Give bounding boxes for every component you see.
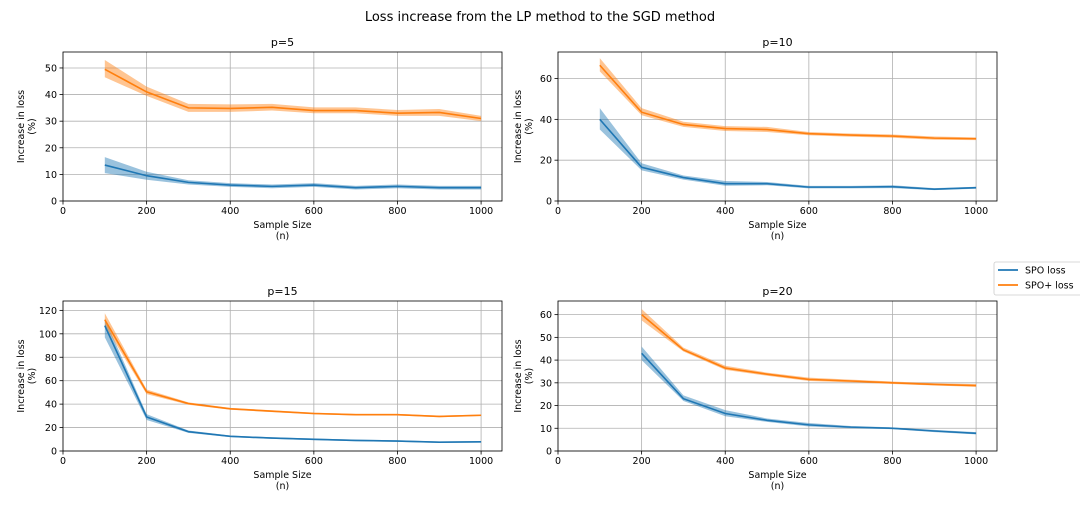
grid-lines [557,52,997,202]
y-tick-label: 30 [540,378,552,389]
y-tick-label: 120 [39,306,57,317]
x-tick-label: 1000 [469,206,493,217]
y-tick-label: 80 [45,353,57,364]
x-tick-label: 0 [60,206,66,217]
y-axis-label: (%) [524,118,535,134]
x-axis-label: (n) [276,481,289,492]
confidence-band [104,157,482,190]
y-tick-label: 100 [39,329,57,340]
y-axis-label: Increase in loss [16,90,27,163]
x-tick-label: 200 [138,456,156,467]
x-axis-label: (n) [276,231,289,242]
x-tick-label: 600 [305,206,323,217]
confidence-band [104,59,482,122]
x-tick-label: 800 [883,456,901,467]
y-axis-label: Increase in loss [513,90,524,163]
subplot-title: p=5 [271,36,294,49]
x-axis-label: Sample Size [253,220,311,231]
y-tick-label: 0 [546,447,552,458]
confidence-band [104,313,482,418]
subplot-title: p=20 [762,285,792,298]
x-axis-label: (n) [771,231,784,242]
subplot-p5: 0 200 400 600 800 1000 0 10 20 30 40 50 p=5 Sample Si… [16,36,503,242]
x-tick-label: 600 [800,456,818,467]
y-tick-label: 50 [540,333,552,344]
x-tick-label: 400 [716,456,734,467]
plot-frame [557,300,998,452]
x-tick-label: 400 [716,206,734,217]
plot-frame [557,51,998,202]
x-tick-label: 200 [138,206,156,217]
y-tick-label: 0 [51,447,57,458]
y-tick-label: 60 [540,310,552,321]
y-tick-label: 60 [45,376,57,387]
x-tick-label: 200 [633,456,651,467]
series-line [599,118,977,190]
y-tick-label: 30 [45,117,57,128]
x-tick-label: 400 [221,206,239,217]
x-tick-label: 200 [633,206,651,217]
x-tick-label: 600 [305,456,323,467]
y-tick-label: 0 [546,197,552,208]
y-tick-label: 10 [45,170,57,181]
legend-label-spo-plus: SPO+ loss [1025,281,1074,292]
x-tick-label: 800 [388,456,406,467]
y-tick-label: 20 [45,423,57,434]
figure-title: Loss increase from the LP method to the … [365,10,715,25]
y-axis-label: Increase in loss [16,339,27,412]
subplot-title: p=15 [267,285,297,298]
x-tick-label: 0 [555,456,561,467]
y-tick-label: 40 [540,115,552,126]
subplot-p20: 0 200 400 600 800 1000 0 10 20 30 40 50 60 p=20 Sample… [513,285,998,492]
x-tick-label: 0 [60,456,66,467]
x-tick-label: 800 [883,206,901,217]
x-tick-label: 600 [800,206,818,217]
plot-frame [62,300,503,452]
series-line [104,68,482,120]
x-axis-label: Sample Size [253,470,311,481]
series-line [599,64,977,140]
series-line [104,325,482,444]
series-line [641,352,977,435]
legend: SPO loss SPO+ loss [993,261,1080,296]
series-line [104,319,482,418]
x-axis-label: Sample Size [748,220,806,231]
y-tick-label: 50 [45,63,57,74]
y-tick-label: 40 [540,356,552,367]
y-axis-label: (%) [27,118,38,134]
series-line [104,164,482,189]
x-axis-label: (n) [771,481,784,492]
grid-lines [62,52,502,202]
confidence-band [641,346,977,435]
x-tick-label: 1000 [964,456,988,467]
y-axis-label: (%) [27,368,38,384]
y-axis-label: (%) [524,368,535,384]
confidence-band [599,58,977,141]
plot-frame [62,51,503,202]
y-tick-label: 40 [45,400,57,411]
x-tick-label: 800 [388,206,406,217]
y-tick-label: 10 [540,424,552,435]
y-tick-label: 20 [45,143,57,154]
y-tick-label: 40 [45,90,57,101]
x-tick-label: 400 [221,456,239,467]
x-tick-label: 0 [555,206,561,217]
y-tick-label: 60 [540,74,552,85]
legend-label-spo: SPO loss [1025,266,1066,277]
subplot-title: p=10 [762,36,792,49]
confidence-band [599,108,977,191]
series-line [641,314,977,387]
y-tick-label: 20 [540,156,552,167]
subplot-p15: 0 200 400 600 800 1000 0 20 40 60 80 100 120 p=15 Samp… [16,285,503,492]
x-tick-label: 1000 [469,456,493,467]
y-tick-label: 20 [540,401,552,412]
x-axis-label: Sample Size [748,470,806,481]
y-axis-label: Increase in loss [513,339,524,412]
y-tick-label: 0 [51,197,57,208]
x-tick-label: 1000 [964,206,988,217]
